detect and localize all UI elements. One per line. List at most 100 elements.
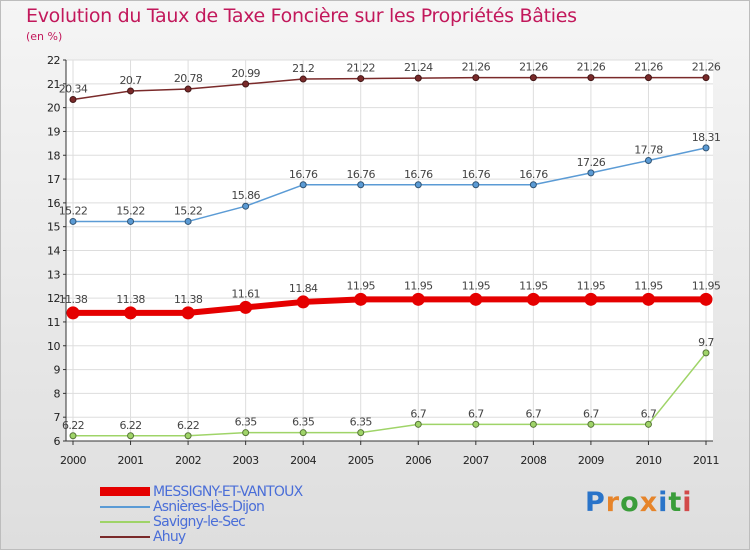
legend-item-messigny-et-vantoux: MESSIGNY-ET-VANTOUX xyxy=(100,483,303,500)
data-point-savigny-le-sec xyxy=(69,432,77,440)
y-tick-label: 9 xyxy=(54,364,61,377)
data-point-savigny-le-sec xyxy=(644,420,652,428)
logo-letter: P xyxy=(585,487,606,518)
y-tick-label: 18 xyxy=(47,149,60,162)
legend-label: MESSIGNY-ET-VANTOUX xyxy=(153,483,303,500)
y-tick-label: 20 xyxy=(47,102,60,115)
data-label-asnieres-les-dijon: 17.78 xyxy=(634,143,663,156)
data-point-messigny-et-vantoux xyxy=(124,306,138,320)
x-tick-label: 2007 xyxy=(463,454,489,467)
data-point-ahuy xyxy=(299,75,307,83)
x-tick-label: 2002 xyxy=(175,454,201,467)
x-tick-label: 2005 xyxy=(348,454,374,467)
data-point-ahuy xyxy=(702,74,710,82)
x-tick-label: 2000 xyxy=(60,454,86,467)
series-line-ahuy xyxy=(72,76,706,101)
legend-swatch xyxy=(100,487,150,496)
data-label-savigny-le-sec: 6.35 xyxy=(292,416,315,429)
data-label-savigny-le-sec: 6.7 xyxy=(641,407,657,420)
data-label-savigny-le-sec: 6.22 xyxy=(177,419,199,432)
data-label-ahuy: 21.22 xyxy=(346,62,375,75)
logo-letter: o xyxy=(620,487,640,518)
data-point-asnieres-les-dijon xyxy=(529,181,537,189)
data-label-asnieres-les-dijon: 16.76 xyxy=(346,168,375,181)
data-label-ahuy: 21.26 xyxy=(519,61,548,74)
data-label-ahuy: 21.24 xyxy=(404,61,433,74)
data-label-asnieres-les-dijon: 15.22 xyxy=(116,204,145,217)
data-label-ahuy: 21.2 xyxy=(292,62,314,75)
series-line-messigny-et-vantoux xyxy=(73,296,706,316)
data-label-ahuy: 20.78 xyxy=(174,72,203,85)
data-point-ahuy xyxy=(242,80,250,88)
data-label-asnieres-les-dijon: 16.76 xyxy=(404,168,433,181)
data-label-asnieres-les-dijon: 17.26 xyxy=(577,156,606,169)
data-label-messigny-et-vantoux: 11.95 xyxy=(692,279,721,292)
y-tick-label: 16 xyxy=(47,197,60,210)
data-labels: 20.34 20.7 20.78 20.99 21.2 21.22 21.24 21.26 21… xyxy=(59,61,722,432)
data-label-asnieres-les-dijon: 16.76 xyxy=(289,168,318,181)
y-tick-label: 22 xyxy=(47,54,60,67)
x-tick-label: 2010 xyxy=(635,454,661,467)
x-tick-label: 2001 xyxy=(118,454,144,467)
data-label-asnieres-les-dijon: 15.22 xyxy=(59,204,88,217)
data-label-ahuy: 20.7 xyxy=(119,74,142,87)
y-tick-label: 19 xyxy=(47,125,60,138)
data-label-messigny-et-vantoux: 11.95 xyxy=(346,279,375,292)
data-point-asnieres-les-dijon xyxy=(69,217,77,225)
data-point-ahuy xyxy=(357,75,365,83)
legend-item-asnieres-les-dijon: Asnières-lès-Dijon xyxy=(100,498,302,515)
x-tick-label: 2006 xyxy=(405,454,431,467)
chart-title: Evolution du Taux de Taxe Foncière sur l… xyxy=(26,5,577,27)
data-label-savigny-le-sec: 6.35 xyxy=(235,416,258,429)
legend-label: Asnières-lès-Dijon xyxy=(153,498,265,515)
data-label-messigny-et-vantoux: 11.84 xyxy=(289,282,318,295)
y-tick-label: 7 xyxy=(54,411,61,424)
data-label-savigny-le-sec: 6.22 xyxy=(62,419,84,432)
data-point-messigny-et-vantoux xyxy=(411,292,425,306)
legend-swatch xyxy=(100,505,150,508)
logo-letter: r xyxy=(605,487,621,518)
data-point-messigny-et-vantoux xyxy=(584,292,598,306)
data-point-asnieres-les-dijon xyxy=(587,169,595,177)
series-line-asnieres-les-dijon xyxy=(73,147,707,223)
data-label-asnieres-les-dijon: 15.86 xyxy=(231,189,260,202)
data-label-savigny-le-sec: 6.7 xyxy=(526,407,542,420)
data-point-asnieres-les-dijon xyxy=(414,181,422,189)
data-point-ahuy xyxy=(529,74,537,82)
y-tick-label: 12 xyxy=(47,292,60,305)
data-label-messigny-et-vantoux: 11.95 xyxy=(462,279,491,292)
data-label-messigny-et-vantoux: 11.38 xyxy=(59,293,88,306)
logo-letter: x xyxy=(639,487,659,518)
data-label-messigny-et-vantoux: 11.38 xyxy=(174,293,203,306)
data-point-asnieres-les-dijon xyxy=(127,217,135,225)
unit-label: (en %) xyxy=(26,30,63,43)
y-tick-label: 11 xyxy=(47,316,60,329)
data-point-ahuy xyxy=(184,85,192,93)
y-tick-label: 15 xyxy=(47,221,60,234)
data-point-asnieres-les-dijon xyxy=(702,144,710,152)
data-label-asnieres-les-dijon: 15.22 xyxy=(174,204,203,217)
data-label-ahuy: 20.99 xyxy=(231,67,260,80)
data-point-savigny-le-sec xyxy=(242,429,250,437)
data-point-savigny-le-sec xyxy=(587,420,595,428)
data-point-savigny-le-sec xyxy=(529,420,537,428)
data-point-ahuy xyxy=(414,74,422,82)
data-label-messigny-et-vantoux: 11.95 xyxy=(577,279,606,292)
data-point-messigny-et-vantoux xyxy=(66,306,80,320)
data-point-messigny-et-vantoux xyxy=(296,295,310,309)
data-point-ahuy xyxy=(587,74,595,82)
data-label-ahuy: 21.26 xyxy=(577,61,606,74)
y-tick-label: 10 xyxy=(47,340,60,353)
legend-swatch xyxy=(100,520,150,523)
data-point-messigny-et-vantoux xyxy=(239,300,253,314)
data-point-messigny-et-vantoux xyxy=(699,292,713,306)
x-tick-label: 2009 xyxy=(578,454,604,467)
data-label-messigny-et-vantoux: 11.95 xyxy=(519,279,548,292)
data-label-ahuy: 20.34 xyxy=(59,83,88,96)
y-tick-label: 21 xyxy=(47,78,60,91)
logo-letter: i xyxy=(682,487,693,518)
data-point-savigny-le-sec xyxy=(357,429,365,437)
data-point-asnieres-les-dijon xyxy=(644,156,652,164)
data-label-ahuy: 21.26 xyxy=(692,61,721,74)
data-point-messigny-et-vantoux xyxy=(469,292,483,306)
